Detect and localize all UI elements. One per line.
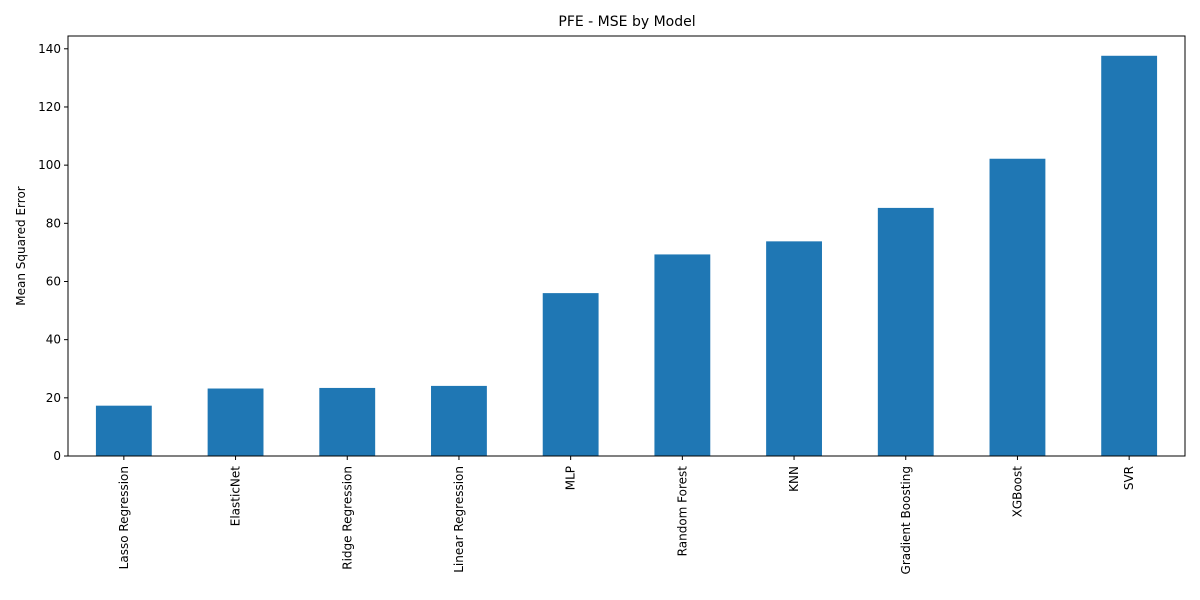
bar — [654, 254, 711, 456]
y-axis-label: Mean Squared Error — [14, 186, 28, 306]
bar — [1101, 55, 1158, 456]
x-tick-label: Random Forest — [675, 466, 689, 557]
x-tick-label: SVR — [1122, 466, 1136, 490]
y-tick-label: 0 — [53, 449, 61, 463]
x-tick-label: Lasso Regression — [117, 466, 131, 569]
bar — [877, 207, 934, 456]
bar — [95, 405, 152, 456]
bar — [319, 387, 376, 456]
x-tick-label: XGBoost — [1010, 466, 1024, 518]
x-tick-label: Gradient Boosting — [899, 466, 913, 574]
bars-group — [95, 55, 1158, 457]
y-tick-label: 120 — [38, 100, 61, 114]
x-tick-label: Linear Regression — [452, 466, 466, 573]
x-tick-label: ElasticNet — [229, 466, 243, 527]
x-tick-label: KNN — [787, 466, 801, 492]
bar — [431, 385, 487, 456]
y-tick-label: 20 — [46, 391, 61, 405]
chart-title: PFE - MSE by Model — [558, 14, 695, 30]
y-axis-ticks: 0 20 40 60 80 100 120 140 — [38, 42, 68, 463]
bar — [207, 388, 264, 456]
bar — [542, 293, 599, 456]
y-tick-label: 60 — [46, 274, 61, 288]
bar — [989, 158, 1046, 457]
bar — [766, 241, 822, 456]
x-tick-label: MLP — [564, 466, 578, 490]
x-tick-label: Ridge Regression — [340, 466, 354, 570]
y-tick-label: 40 — [46, 333, 61, 347]
y-tick-label: 140 — [38, 42, 61, 56]
x-axis-ticks: Lasso Regression ElasticNet Ridge Regressi… — [117, 456, 1136, 574]
y-tick-label: 100 — [38, 158, 61, 172]
y-tick-label: 80 — [46, 216, 61, 230]
plot-area-frame — [67, 35, 1186, 457]
